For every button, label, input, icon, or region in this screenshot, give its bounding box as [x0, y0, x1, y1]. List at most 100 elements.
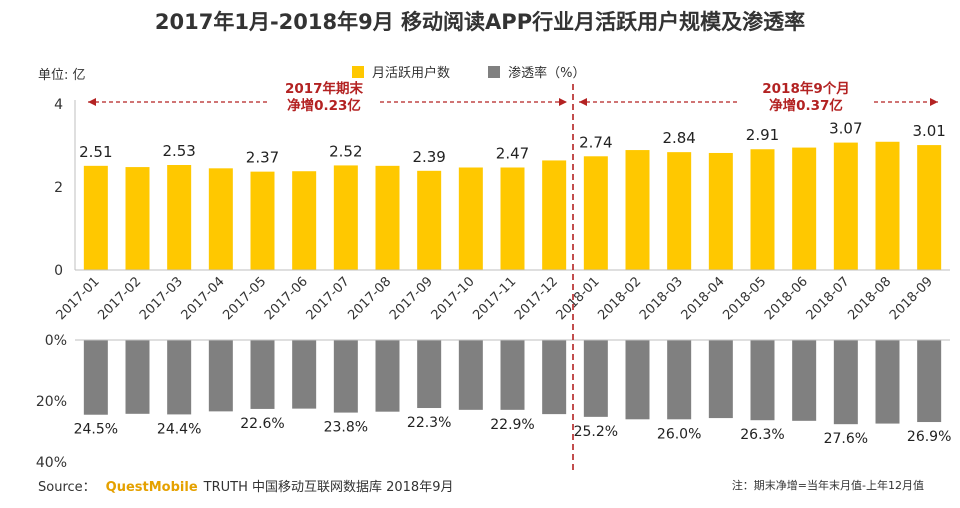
penetration-bar	[833, 340, 858, 425]
legend-item-mau: 月活跃用户数	[352, 62, 450, 81]
y-tick-label-top: 4	[54, 97, 63, 113]
mau-data-label: 2.91	[746, 126, 779, 144]
mau-bar	[542, 160, 567, 270]
arrow-2018-left-head	[579, 98, 587, 106]
x-tick-label: 2017-07	[304, 274, 353, 323]
x-tick-label: 2018-08	[845, 274, 894, 323]
annotation-2018-line1: 2018年9个月	[762, 81, 850, 97]
penetration-bar	[917, 340, 942, 423]
mau-data-label: 2.74	[579, 133, 612, 151]
mau-data-label: 2.84	[662, 129, 695, 147]
penetration-data-label: 27.6%	[824, 431, 868, 447]
x-tick-label: 2017-08	[345, 274, 394, 323]
x-tick-label: 2018-04	[679, 274, 728, 323]
mau-bar	[375, 165, 400, 270]
mau-bar	[667, 152, 692, 270]
penetration-bar	[792, 340, 817, 421]
penetration-data-label: 26.9%	[907, 429, 951, 445]
penetration-bar	[875, 340, 900, 424]
x-tick-label: 2017-01	[54, 274, 103, 323]
penetration-bar	[750, 340, 775, 421]
mau-bar	[875, 141, 900, 270]
mau-bar	[750, 149, 775, 270]
penetration-data-label: 26.3%	[740, 427, 784, 443]
penetration-bar	[125, 340, 150, 414]
mau-bar	[125, 167, 150, 270]
x-tick-label: 2017-11	[470, 274, 519, 323]
mau-bar	[333, 165, 358, 270]
penetration-data-label: 24.4%	[157, 421, 201, 437]
mau-bar	[917, 145, 942, 270]
penetration-bar	[542, 340, 567, 415]
source-label: Source：	[38, 480, 96, 495]
x-tick-label: 2017-02	[95, 274, 144, 323]
penetration-bar	[708, 340, 733, 419]
x-tick-label: 2017-10	[429, 274, 478, 323]
x-tick-label: 2017-09	[387, 274, 436, 323]
y-tick-label-top: 2	[54, 180, 63, 196]
mau-bar	[583, 156, 608, 270]
mau-bar	[500, 167, 525, 270]
arrow-2017-left-head	[88, 98, 96, 106]
y-tick-label-bottom: 0%	[45, 333, 67, 349]
x-tick-label: 2018-07	[804, 274, 853, 323]
mau-bar	[167, 165, 192, 270]
source-detail: TRUTH 中国移动互联网数据库 2018年9月	[203, 480, 454, 495]
mau-bar	[458, 167, 483, 270]
x-tick-label: 2018-09	[887, 274, 936, 323]
mau-bar	[417, 170, 442, 270]
annotation-2018: 2018年9个月 净增0.37亿	[740, 81, 872, 115]
mau-data-label: 2.37	[246, 149, 279, 167]
annotation-2017: 2017年期末 净增0.23亿	[270, 81, 378, 115]
penetration-bar	[83, 340, 108, 415]
penetration-bar	[458, 340, 483, 410]
legend-item-penetration: 渗透率（%）	[488, 62, 586, 81]
mau-data-label: 3.01	[912, 122, 945, 140]
chart-title: 2017年1月-2018年9月 移动阅读APP行业月活跃用户规模及渗透率	[154, 10, 806, 34]
penetration-data-label: 23.8%	[324, 420, 368, 436]
y-tick-label-bottom: 20%	[36, 394, 67, 410]
penetration-bar	[417, 340, 442, 409]
unit-label: 单位: 亿	[38, 68, 86, 83]
x-tick-label: 2018-06	[762, 274, 811, 323]
legend-label-mau: 月活跃用户数	[372, 66, 451, 81]
penetration-bar	[583, 340, 608, 417]
penetration-data-label: 22.9%	[490, 417, 534, 433]
source-line: Source： QuestMobile TRUTH 中国移动互联网数据库 2018年…	[38, 476, 453, 495]
legend-swatch-mau	[352, 65, 364, 78]
penetration-data-label: 26.0%	[657, 426, 701, 442]
annotation-2018-line2: 净增0.37亿	[769, 98, 843, 114]
mau-data-label: 2.47	[496, 144, 529, 162]
arrow-2018-right-head	[930, 98, 938, 106]
penetration-data-label: 22.6%	[240, 416, 284, 432]
footnote: 注：期末净增=当年末月值-上年12月值	[731, 479, 924, 492]
mau-data-label: 3.07	[829, 120, 862, 138]
x-tick-label: 2018-01	[554, 274, 603, 323]
y-tick-label-bottom: 40%	[36, 455, 67, 471]
mau-data-label: 2.52	[329, 142, 362, 160]
legend-label-penetration: 渗透率（%）	[508, 66, 586, 81]
x-tick-label: 2017-03	[137, 274, 186, 323]
mau-bar	[708, 152, 733, 270]
penetration-bar	[667, 340, 692, 420]
penetration-data-label: 22.3%	[407, 415, 451, 431]
penetration-bar	[625, 340, 650, 420]
x-tick-label: 2018-02	[595, 274, 644, 323]
penetration-bar	[333, 340, 358, 413]
legend-swatch-penetration	[488, 65, 501, 78]
mau-data-label: 2.53	[162, 142, 195, 160]
annotation-2017-line2: 净增0.23亿	[287, 98, 361, 114]
legend: 月活跃用户数 渗透率（%）	[352, 62, 620, 82]
mau-bar	[83, 165, 108, 270]
mau-bar	[792, 147, 817, 270]
mau-data-label: 2.51	[79, 143, 112, 161]
x-tick-label: 2017-06	[262, 274, 311, 323]
x-tick-label: 2017-12	[512, 274, 561, 323]
mau-bar	[208, 168, 233, 270]
penetration-data-label: 25.2%	[574, 424, 618, 440]
penetration-bar	[167, 340, 192, 415]
penetration-bar	[208, 340, 233, 412]
penetration-data-label: 24.5%	[74, 422, 118, 438]
